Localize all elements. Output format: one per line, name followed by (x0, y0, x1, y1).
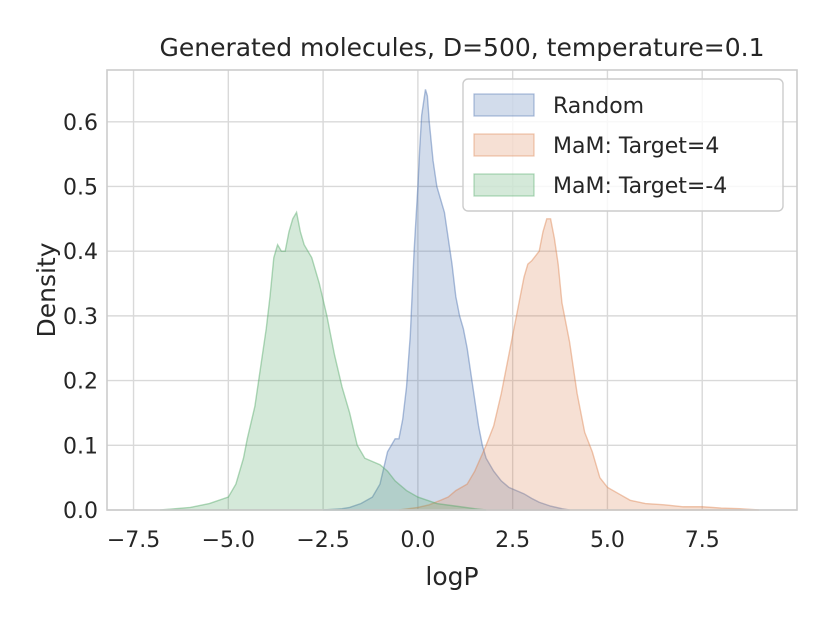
x-tick-label: −2.5 (296, 528, 349, 553)
legend-swatch (473, 133, 535, 157)
x-tick-label: 2.5 (495, 528, 530, 553)
density-area-0 (323, 89, 570, 511)
plot-frame (106, 69, 798, 511)
legend-swatch (473, 173, 535, 197)
x-tick-label: 7.5 (685, 528, 720, 553)
x-tick-label: 0.0 (400, 528, 435, 553)
y-tick-label: 0.4 (63, 240, 98, 265)
y-tick-label: 0.0 (63, 499, 98, 524)
legend-label: MaM: Target=-4 (553, 174, 727, 199)
y-tick-label: 0.3 (63, 305, 98, 330)
y-tick-label: 0.2 (63, 370, 98, 395)
y-axis-label: Density (32, 242, 61, 337)
x-tick-label: −7.5 (107, 528, 160, 553)
legend: Random MaM: Target=4 MaM: Target=-4 (462, 78, 784, 212)
legend-swatch (473, 93, 535, 117)
chart-title: Generated molecules, D=500, temperature=… (159, 33, 764, 62)
density-areas (160, 89, 760, 511)
density-area-1 (398, 218, 760, 511)
x-axis-label: logP (425, 562, 478, 591)
x-tick-label: −5.0 (202, 528, 255, 553)
y-tick-label: 0.5 (63, 175, 98, 200)
density-area-2 (160, 210, 487, 511)
x-tick-label: 5.0 (590, 528, 625, 553)
legend-label: Random (553, 94, 644, 119)
x-axis-ticks: −7.5 −5.0 −2.5 0.0 2.5 5.0 7.5 (107, 528, 720, 553)
legend-box (462, 78, 784, 212)
y-tick-label: 0.1 (63, 434, 98, 459)
legend-label: MaM: Target=4 (553, 134, 719, 159)
y-tick-label: 0.6 (63, 111, 98, 136)
y-axis-ticks: 0.0 0.1 0.2 0.3 0.4 0.5 0.6 (63, 111, 98, 524)
